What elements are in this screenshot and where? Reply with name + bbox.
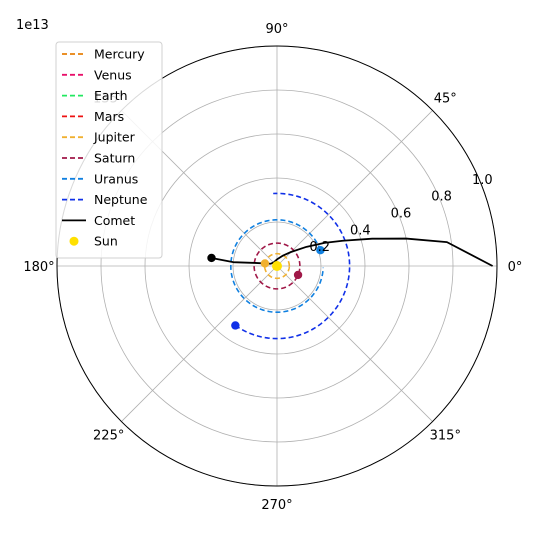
legend-label-earth: Earth [94,88,128,103]
radial-tick-label: 0.2 [309,240,330,255]
angular-gridline-1 [276,110,433,267]
radial-tick-label: 0.8 [431,190,452,205]
angle-tick-label: 225° [93,428,124,443]
angular-gridline-5 [121,265,278,422]
angle-tick-label: 180° [23,260,54,275]
radial-offset-label: 1e13 [16,18,49,33]
legend-label-uranus: Uranus [94,171,138,186]
legend-label-sun: Sun [94,234,118,249]
angular-gridline-7 [276,265,433,422]
legend-swatch-sun [69,236,79,246]
sun-marker [272,261,282,271]
legend-label-mars: Mars [94,109,124,124]
comet-marker [207,253,216,263]
uranus-orbit [229,218,324,314]
angle-tick-label: 0° [508,260,523,275]
legend-label-saturn: Saturn [94,151,135,166]
neptune-marker [231,321,240,330]
uranus-marker [316,245,325,255]
radial-tick-label: 0.4 [350,223,371,238]
angle-tick-label: 45° [434,92,457,107]
legend-label-mercury: Mercury [94,47,145,62]
radial-tick-label: 1.0 [472,173,493,188]
legend-label-jupiter: Jupiter [93,130,136,145]
legend-label-neptune: Neptune [94,192,148,207]
jupiter-marker [260,259,270,268]
angle-tick-label: 270° [261,498,292,513]
legend-label-comet: Comet [94,213,135,228]
legend-label-venus: Venus [94,67,132,82]
legend: Mercury Venus Earth Mars Jupiter Saturn Uranus… [55,41,163,259]
angle-tick-label: 90° [265,22,288,37]
planet-markers [207,245,325,330]
comet-path [211,237,494,267]
saturn-marker [293,270,303,280]
angle-tick-label: 315° [430,428,461,443]
polar-frame [56,45,498,487]
neptune-orbit [234,192,351,340]
radial-tick-label: 0.6 [391,207,412,222]
